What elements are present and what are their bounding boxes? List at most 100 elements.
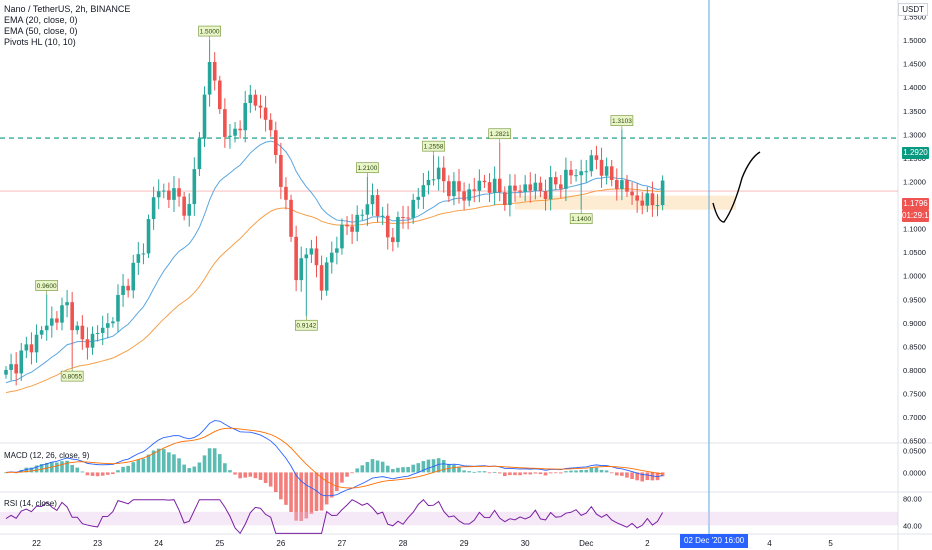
macd-bar [202,455,207,473]
candle-body [116,294,120,322]
candle-body [492,178,497,193]
macd-bar [90,472,95,476]
pivot-label: 1.1400 [571,216,591,223]
time-axis-label: 4 [767,539,772,548]
candle-body [497,178,502,193]
candle-body [65,302,69,306]
candle-body [533,182,538,191]
candle-body [299,258,304,281]
candle-body [615,180,619,189]
candle-body [238,128,242,131]
macd-bar [411,464,415,473]
macd-bar [248,472,253,477]
macd-bar [294,472,298,521]
macd-bar [233,472,237,475]
ema50-line [5,188,663,394]
candle-body [385,215,390,238]
pivot-label-box [295,319,318,331]
macd-bar [559,472,563,474]
time-axis-label: 27 [337,539,346,548]
candle-body [309,248,314,255]
macd-bar [217,454,222,473]
macd-bar [640,472,645,482]
price-axis-label: 1.5000 [903,36,926,45]
candle-body [335,248,339,253]
candle-body [131,262,136,291]
candle-body [268,119,273,131]
rsi-line [5,498,664,535]
macd-bar [533,472,538,474]
candle-body [640,200,645,206]
macd-bar [497,472,502,474]
macd-axis-label: 0.0000 [903,468,926,477]
macd-label: MACD (12, 26, close, 9) [4,451,90,460]
candle-body [350,226,354,232]
price-axis-label: 1.1000 [903,225,926,234]
macd-bar [564,471,568,473]
macd-bar [380,461,385,473]
macd-bar [238,472,242,479]
macd-bar [441,460,446,473]
macd-bar [452,464,456,473]
candle-body [151,197,156,220]
price-axis-label: 1.3000 [903,130,926,139]
candle-body [543,191,548,200]
macd-bar [273,472,278,493]
macd-bar [34,465,39,473]
currency-badge[interactable]: USDT [898,3,928,16]
candle-body [289,199,293,237]
candle-body [360,214,365,216]
candle-body [625,180,629,192]
candle-body [447,181,451,197]
candle-body [85,339,90,348]
macd-bar [197,462,202,473]
time-axis-label: 25 [215,539,224,548]
rsi-axis-label: 40.00 [903,521,922,530]
candle-body [141,253,146,255]
macd-bar [172,454,176,473]
candle-body [391,237,395,243]
macd-bar [620,472,624,476]
macd-bar [268,472,273,487]
macd-bar [146,454,151,473]
candle-body [431,179,436,181]
macd-bar [391,468,395,473]
candle-body [258,105,263,108]
candle-body [340,224,344,249]
pivot-label-box [569,213,593,225]
candle-body [126,285,130,291]
candle-body [599,159,604,176]
candle-body [559,184,563,189]
candle-body [55,318,59,323]
candle-body [655,205,660,207]
macd-bar [553,472,558,474]
macd-bar [503,472,507,477]
pivot-label-box [356,162,379,174]
macd-bar [324,472,329,505]
macd-bar [492,471,497,473]
crosshair-time-label: 02 Dec '20 16:00 [680,534,749,548]
macd-bar [126,465,130,473]
pivot-label: 0.9142 [296,323,316,330]
macd-bar [182,464,186,473]
macd-bar [335,472,339,492]
candle-body [329,252,334,263]
candle-body [263,107,268,120]
candle-body [411,199,415,218]
candle-body [44,325,49,331]
macd-bar [279,472,283,500]
macd-bar [258,472,263,480]
price-axis-label: 1.3500 [903,107,926,116]
candle-body [34,334,39,353]
candle-body [207,61,212,95]
candle-body [156,191,161,198]
pivot-label-box [198,25,221,37]
macd-bar [106,472,110,475]
candle-body [324,262,329,291]
macd-bar [121,466,125,473]
macd-bar [355,468,360,473]
pivot-label: 1.5000 [200,29,220,36]
candle-body [228,135,232,137]
candle-body [167,190,171,200]
